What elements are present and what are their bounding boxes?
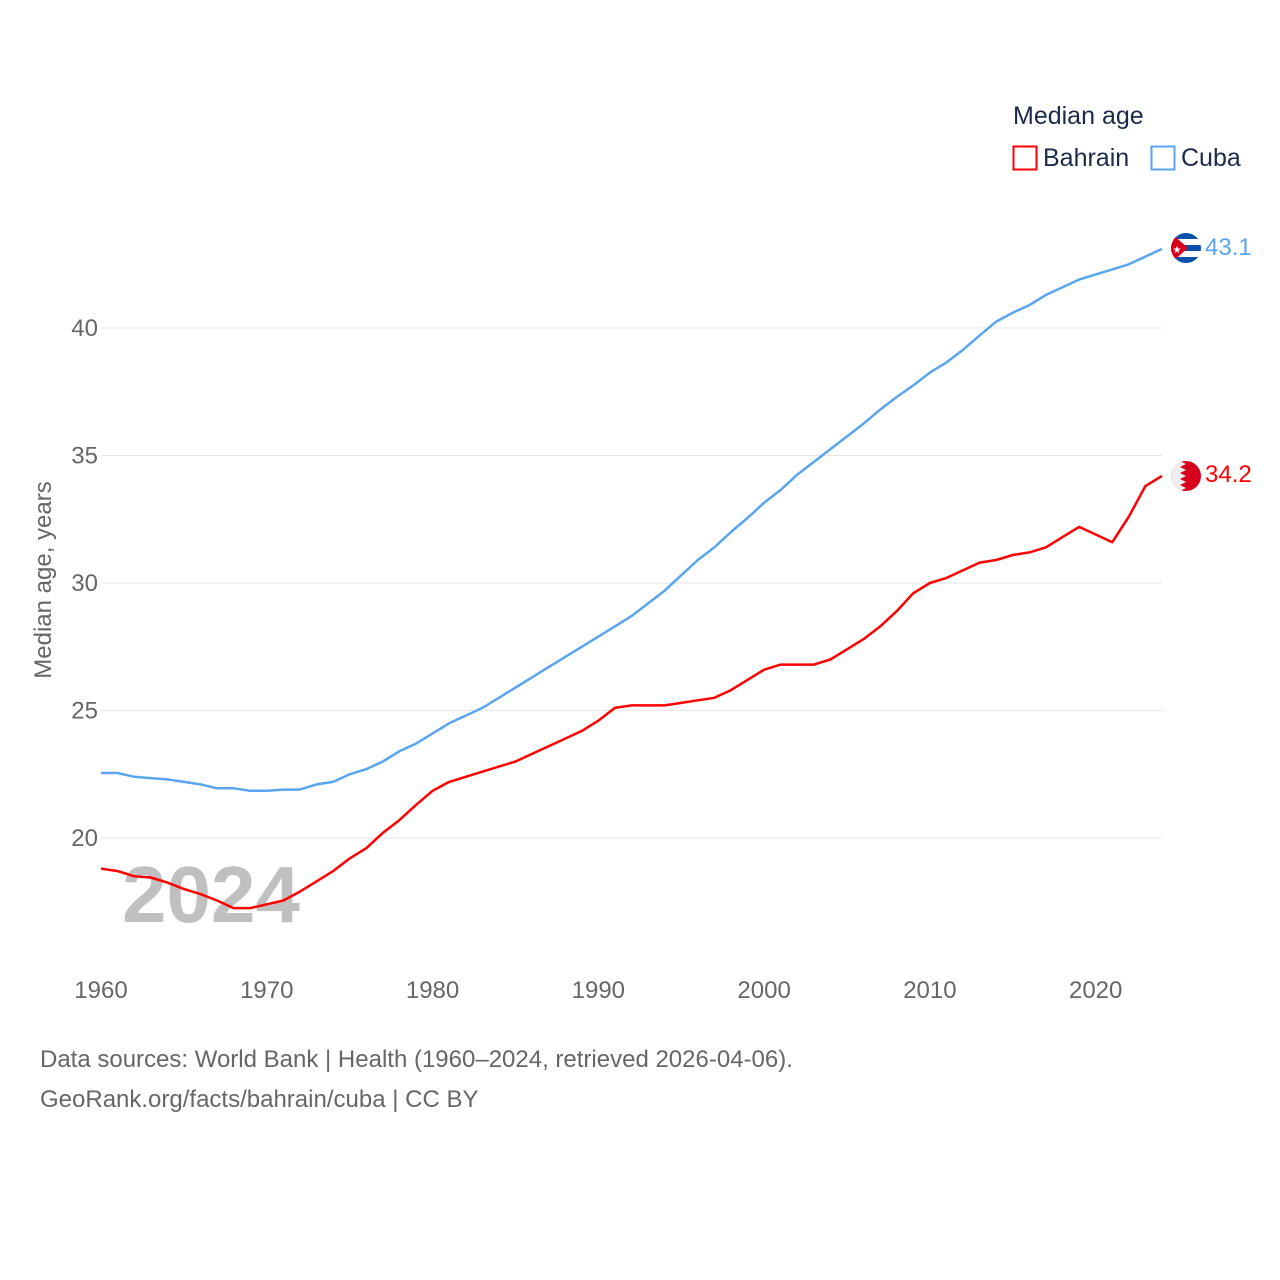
x-tick-label: 2000: [737, 977, 790, 1004]
watermark-year: 2024: [122, 850, 300, 939]
legend-item-cuba[interactable]: Cuba: [1150, 144, 1241, 172]
attribution-link[interactable]: GeoRank.org/facts/bahrain/cuba | CC BY: [40, 1086, 479, 1113]
legend: Median age Bahrain Cuba: [1012, 102, 1241, 172]
legend-label-cuba: Cuba: [1181, 144, 1241, 172]
x-tick-label: 1990: [572, 977, 625, 1004]
y-tick-label: 20: [71, 825, 98, 852]
end-label-cuba: 43.1: [1205, 234, 1252, 261]
svg-text:★: ★: [1173, 245, 1182, 256]
end-label-bahrain: 34.2: [1205, 461, 1252, 488]
y-tick-label: 25: [71, 698, 98, 725]
cuba-flag-icon: ★: [1171, 233, 1201, 263]
legend-title: Median age: [1013, 102, 1144, 130]
bahrain-flag-icon: [1171, 461, 1201, 491]
y-tick-label: 35: [71, 443, 98, 470]
legend-item-bahrain[interactable]: Bahrain: [1012, 144, 1130, 172]
x-tick-label: 1980: [406, 977, 459, 1004]
x-tick-label: 1970: [240, 977, 293, 1004]
series-line-bahrain: [100, 474, 1163, 910]
x-tick-label: 2010: [903, 977, 956, 1004]
legend-label-bahrain: Bahrain: [1043, 144, 1129, 172]
y-tick-label: 30: [71, 570, 98, 597]
x-tick-label: 1960: [74, 977, 127, 1004]
legend-swatch-cuba: [1150, 145, 1176, 171]
y-tick-label: 40: [71, 315, 98, 342]
x-tick-label: 2020: [1069, 977, 1122, 1004]
series-line-cuba: [101, 247, 1163, 793]
legend-swatch-bahrain: [1012, 145, 1038, 171]
y-axis-label: Median age, years: [30, 481, 57, 678]
data-source-note: Data sources: World Bank | Health (1960–…: [40, 1046, 793, 1073]
